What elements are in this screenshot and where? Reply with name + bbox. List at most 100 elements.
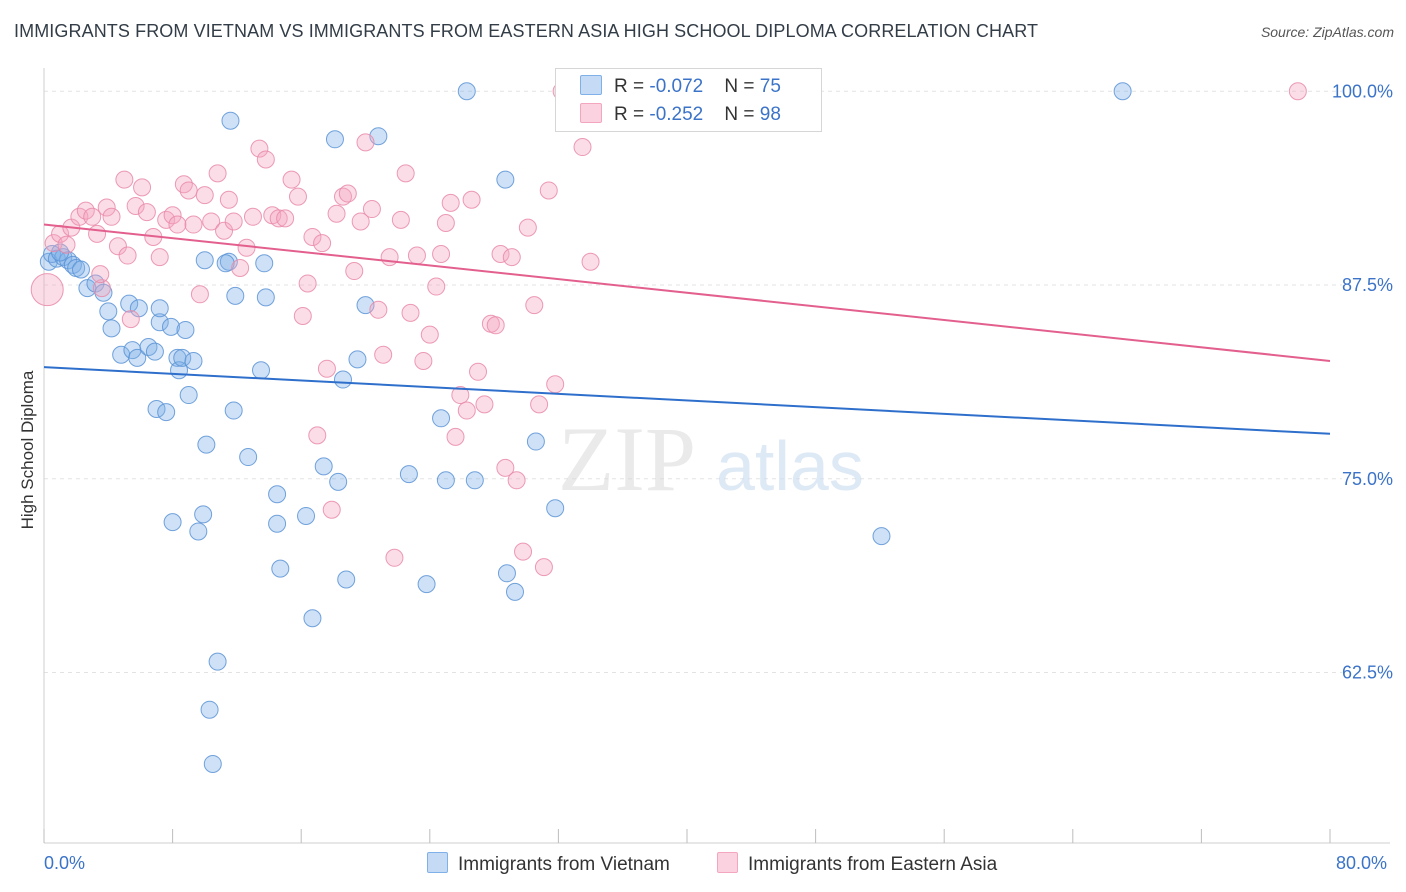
data-point bbox=[380, 248, 399, 267]
data-point bbox=[57, 235, 76, 254]
data-point bbox=[407, 246, 426, 265]
legend-r-value: -0.072 bbox=[649, 76, 704, 97]
data-point bbox=[120, 294, 139, 313]
data-point bbox=[351, 212, 370, 231]
data-point bbox=[486, 316, 505, 335]
data-point bbox=[157, 210, 176, 229]
data-point bbox=[243, 207, 262, 226]
data-point bbox=[174, 175, 193, 194]
data-point bbox=[150, 313, 169, 332]
chart-title: IMMIGRANTS FROM VIETNAM VS IMMIGRANTS FR… bbox=[14, 21, 1039, 41]
data-point bbox=[369, 300, 388, 319]
legend-r-label: R = bbox=[614, 76, 650, 97]
data-point bbox=[202, 212, 221, 231]
data-point bbox=[139, 338, 158, 356]
data-point bbox=[507, 471, 526, 490]
data-point bbox=[268, 485, 287, 504]
stats-legend: R = -0.072 N = 75 R = -0.252 N = 98 bbox=[555, 68, 822, 132]
data-point bbox=[197, 435, 216, 454]
data-point bbox=[137, 203, 156, 222]
data-point bbox=[221, 111, 240, 130]
data-point bbox=[118, 246, 137, 265]
data-point bbox=[348, 350, 367, 369]
data-point bbox=[317, 359, 336, 378]
data-point bbox=[333, 187, 352, 206]
legend-row-eastern-asia: R = -0.252 N = 98 bbox=[580, 103, 781, 126]
data-point bbox=[469, 362, 488, 381]
bottom-legend-label: Immigrants from Vietnam bbox=[458, 854, 670, 875]
legend-n-label: N = bbox=[724, 76, 760, 97]
y-tick-label: 75.0% bbox=[1342, 469, 1393, 489]
data-point bbox=[203, 754, 222, 773]
data-point bbox=[475, 395, 494, 414]
axes bbox=[43, 68, 1390, 844]
data-point bbox=[71, 260, 90, 279]
data-point bbox=[190, 285, 209, 304]
data-point bbox=[282, 170, 301, 189]
data-point bbox=[441, 193, 460, 212]
data-point bbox=[215, 221, 234, 240]
data-point bbox=[126, 196, 145, 215]
data-point bbox=[161, 317, 180, 336]
y-tick-label: 62.5% bbox=[1342, 663, 1393, 683]
data-point bbox=[530, 395, 549, 414]
legend-r-label: R = bbox=[614, 104, 650, 125]
data-point bbox=[208, 164, 227, 183]
data-point bbox=[401, 303, 420, 322]
data-point bbox=[250, 139, 269, 158]
data-point bbox=[337, 570, 356, 589]
data-point bbox=[313, 234, 332, 253]
data-point bbox=[417, 575, 436, 594]
data-point bbox=[145, 342, 164, 361]
trend-lines bbox=[43, 223, 1331, 435]
data-point bbox=[163, 513, 182, 532]
data-point bbox=[150, 299, 169, 318]
data-point bbox=[329, 472, 348, 491]
data-point bbox=[99, 302, 118, 321]
data-point bbox=[200, 700, 219, 719]
watermark-atlas: atlas bbox=[716, 427, 864, 505]
data-point bbox=[88, 224, 107, 243]
data-point bbox=[256, 288, 275, 307]
data-point bbox=[308, 426, 327, 445]
data-point bbox=[322, 500, 341, 519]
data-point bbox=[491, 245, 510, 263]
trend-line-eastern-asia bbox=[43, 223, 1331, 362]
data-point bbox=[128, 348, 147, 367]
data-point bbox=[163, 206, 182, 225]
data-point bbox=[451, 386, 470, 405]
data-point bbox=[872, 527, 891, 546]
y-tick-label: 100.0% bbox=[1332, 81, 1393, 101]
data-point bbox=[121, 310, 140, 329]
data-point bbox=[226, 286, 245, 305]
data-point bbox=[44, 234, 63, 253]
data-point bbox=[150, 248, 169, 267]
data-point bbox=[505, 582, 524, 601]
legend-n-label: N = bbox=[724, 104, 760, 125]
legend-swatch-vietnam bbox=[580, 75, 602, 95]
data-point bbox=[345, 262, 364, 281]
data-point bbox=[288, 187, 307, 206]
data-point bbox=[396, 164, 415, 183]
data-point bbox=[573, 138, 592, 157]
data-point bbox=[268, 514, 287, 533]
data-point bbox=[269, 209, 288, 228]
data-point bbox=[102, 319, 121, 338]
data-point bbox=[432, 245, 451, 263]
chart-source: Source: ZipAtlas.com bbox=[1260, 24, 1394, 40]
data-point bbox=[436, 214, 455, 232]
data-point bbox=[179, 181, 198, 200]
data-point bbox=[457, 82, 476, 101]
data-point bbox=[457, 401, 476, 420]
data-point bbox=[102, 207, 121, 226]
bottom-legend-eastern-asia: Immigrants from Eastern Asia bbox=[717, 852, 997, 876]
data-points bbox=[30, 82, 1307, 773]
data-point bbox=[333, 370, 352, 389]
legend-n-value: 75 bbox=[759, 76, 781, 97]
data-point bbox=[147, 400, 166, 418]
data-point bbox=[462, 190, 481, 209]
data-point bbox=[168, 215, 187, 234]
data-point bbox=[1288, 82, 1307, 101]
data-point bbox=[91, 265, 110, 284]
